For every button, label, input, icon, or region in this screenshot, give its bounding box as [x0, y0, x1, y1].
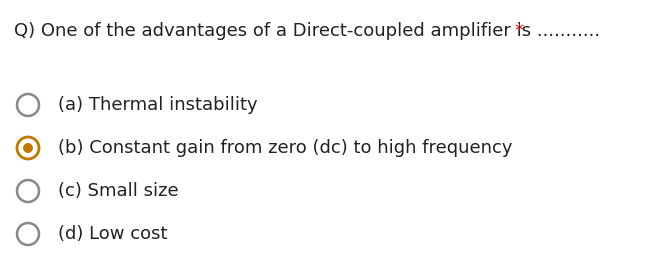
- Text: (c) Small size: (c) Small size: [58, 182, 179, 200]
- Circle shape: [23, 143, 33, 153]
- Text: Q) One of the advantages of a Direct-coupled amplifier is ...........: Q) One of the advantages of a Direct-cou…: [14, 22, 606, 40]
- Circle shape: [17, 94, 39, 116]
- Circle shape: [17, 180, 39, 202]
- Circle shape: [17, 137, 39, 159]
- Text: *: *: [514, 22, 523, 40]
- Text: (b) Constant gain from zero (dc) to high frequency: (b) Constant gain from zero (dc) to high…: [58, 139, 513, 157]
- Text: (a) Thermal instability: (a) Thermal instability: [58, 96, 258, 114]
- Circle shape: [17, 223, 39, 245]
- Text: (d) Low cost: (d) Low cost: [58, 225, 167, 243]
